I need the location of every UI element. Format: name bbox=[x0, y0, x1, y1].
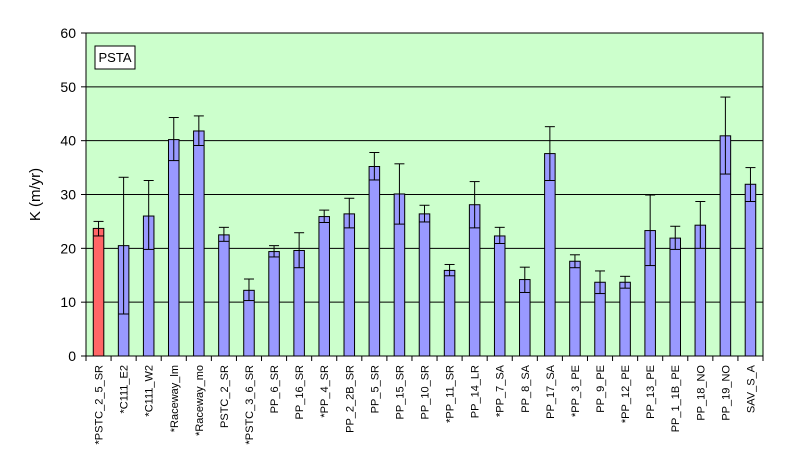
error-bar bbox=[645, 194, 656, 267]
x-tick-label: PP_5_SR bbox=[369, 365, 381, 413]
error-bars bbox=[93, 96, 756, 315]
x-tick-label: PP_17_SA bbox=[545, 364, 557, 418]
x-tick-label: PP_18_NO bbox=[695, 365, 707, 421]
bar bbox=[443, 269, 456, 357]
error-bar bbox=[319, 209, 330, 223]
bar bbox=[368, 166, 381, 357]
bar bbox=[218, 234, 230, 357]
error-bar bbox=[670, 225, 681, 250]
x-tick-label: *PSTC_3_6_SR bbox=[244, 365, 256, 445]
y-tick-label: 30 bbox=[60, 187, 76, 203]
error-bar bbox=[369, 152, 380, 181]
error-bar bbox=[118, 176, 129, 315]
bar bbox=[193, 130, 205, 357]
error-bar bbox=[745, 167, 756, 202]
x-tick-label: PP_9_PE bbox=[595, 365, 607, 413]
error-bar bbox=[544, 126, 555, 182]
bar bbox=[268, 251, 280, 357]
x-tick-label: PP_15_SR bbox=[394, 365, 406, 419]
x-tick-label: *PP_4_SR bbox=[319, 365, 331, 418]
y-axis-ticks: 0 10 20 30 40 50 60 bbox=[60, 25, 86, 364]
error-bar bbox=[695, 200, 706, 249]
bar bbox=[669, 237, 682, 357]
annotation-box-frame bbox=[94, 45, 136, 70]
bar bbox=[167, 139, 180, 357]
x-tick-label: *PP_12_PE bbox=[620, 365, 632, 423]
error-bar bbox=[269, 245, 280, 258]
error-bar bbox=[193, 115, 204, 147]
error-bar bbox=[243, 278, 254, 302]
x-tick-label: *PP_3_PE bbox=[570, 365, 582, 417]
x-axis-labels: *PSTC_2_5_SR *C111_E2 *C111_W2 *Raceway_lm *… bbox=[85, 356, 764, 445]
x-tick-label: PP_13_PE bbox=[645, 365, 657, 419]
y-tick-label: 20 bbox=[60, 240, 76, 256]
error-bar bbox=[93, 220, 104, 237]
error-bar bbox=[143, 180, 154, 250]
error-bar bbox=[519, 266, 530, 293]
x-tick-label: PP_19_NO bbox=[720, 365, 732, 421]
error-bar bbox=[720, 96, 731, 175]
x-tick-label: *PSTC_2_5_SR bbox=[94, 365, 106, 445]
bar bbox=[619, 281, 631, 357]
x-tick-label: *Raceway_lm bbox=[169, 365, 181, 432]
x-tick-label: PP_8_SA bbox=[520, 364, 532, 412]
x-tick-label: *PP_7_SA bbox=[495, 364, 507, 417]
y-tick-label: 50 bbox=[60, 79, 76, 95]
y-axis-title: K (m/yr) bbox=[27, 168, 44, 221]
y-tick-label: 0 bbox=[68, 348, 76, 364]
error-bar bbox=[218, 226, 229, 242]
x-tick-label: PP_2_2B_SR bbox=[344, 365, 356, 433]
x-tick-label: PP_14_LR bbox=[470, 365, 482, 418]
error-bar bbox=[344, 197, 355, 229]
error-bar bbox=[595, 270, 606, 295]
error-bar bbox=[444, 263, 455, 277]
annotation-label: PSTA bbox=[99, 50, 132, 65]
error-bar bbox=[294, 232, 305, 269]
x-tick-label: *C111_W2 bbox=[144, 365, 156, 417]
x-tick-label: PP_10_SR bbox=[420, 365, 432, 419]
bar bbox=[569, 260, 581, 357]
x-tick-label: PSTC_2_SR bbox=[219, 365, 231, 428]
x-tick-label: *C111_E2 bbox=[119, 365, 131, 414]
bar bbox=[544, 153, 556, 357]
bar bbox=[318, 216, 330, 357]
y-tick-label: 40 bbox=[60, 133, 76, 149]
error-bar bbox=[168, 117, 179, 162]
y-tick-label: 10 bbox=[60, 294, 76, 310]
bar bbox=[744, 183, 757, 357]
bar bbox=[343, 213, 356, 357]
error-bar bbox=[620, 275, 631, 289]
error-bar bbox=[394, 163, 405, 225]
bar bbox=[493, 235, 506, 357]
bar bbox=[418, 213, 431, 357]
error-bar bbox=[569, 254, 580, 269]
error-bar bbox=[469, 181, 480, 229]
x-tick-label: PP_1_1B_PE bbox=[670, 365, 682, 432]
error-bar bbox=[419, 204, 430, 223]
x-tick-label: PP_6_SR bbox=[269, 365, 281, 413]
bar bbox=[92, 227, 105, 357]
y-tick-label: 60 bbox=[60, 25, 76, 41]
x-tick-label: *Raceway_mo bbox=[194, 365, 206, 436]
annotation-box: PSTA bbox=[94, 45, 136, 70]
x-tick-label: PP_16_SR bbox=[294, 365, 306, 419]
x-tick-label: *PP_11_SR bbox=[445, 365, 457, 423]
x-tick-label: SAV_S_A bbox=[745, 364, 757, 413]
error-bar bbox=[494, 226, 505, 244]
